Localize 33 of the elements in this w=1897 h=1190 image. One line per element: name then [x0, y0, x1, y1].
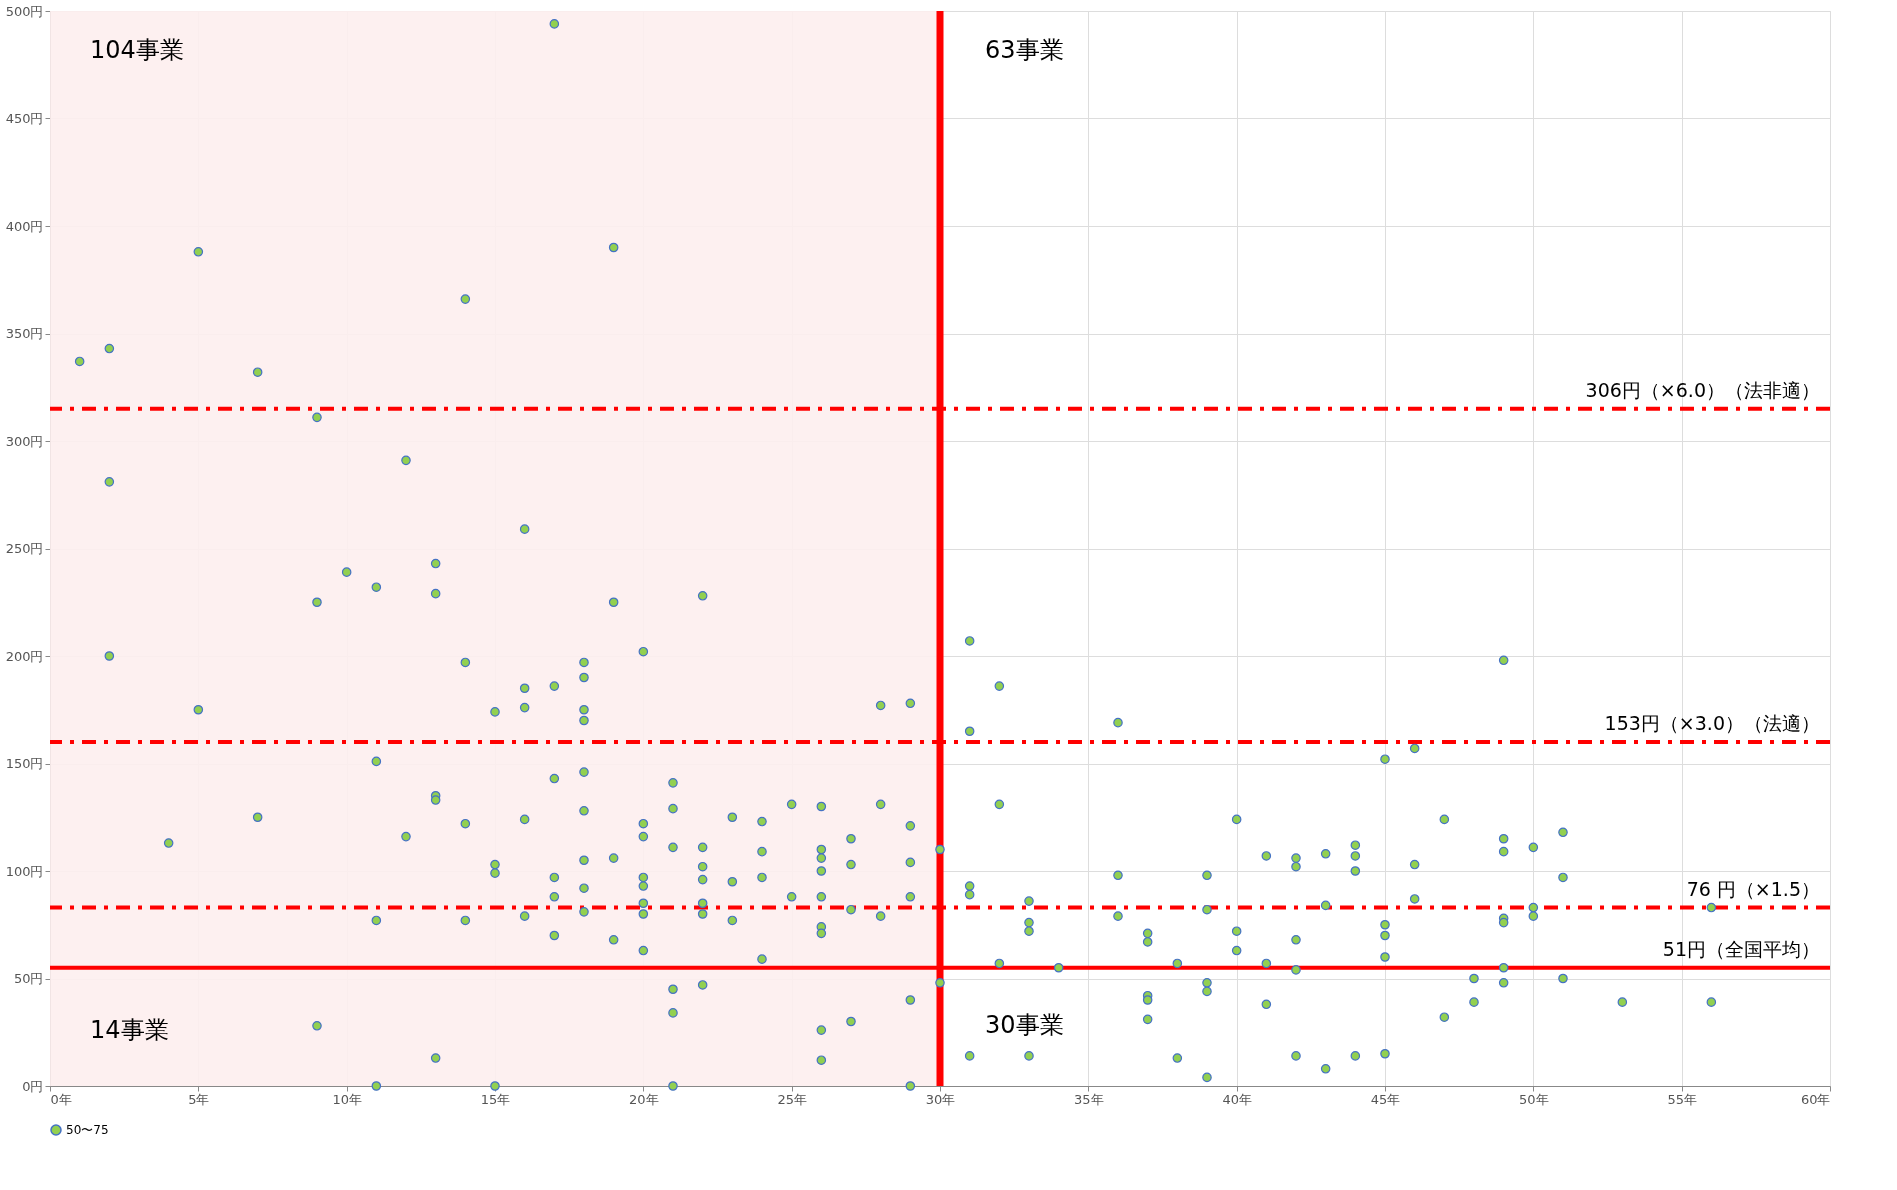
y-tick-label: 250円: [5, 541, 44, 556]
ref-line-label: 76 円（×1.5）: [1686, 877, 1820, 900]
annotation: 14事業: [90, 1016, 169, 1044]
x-tick-label: 20年: [629, 1091, 659, 1107]
annotation: 30事業: [985, 1011, 1064, 1039]
x-tick-label: 55年: [1667, 1091, 1697, 1107]
annotation: 63事業: [985, 36, 1064, 64]
x-tick-label: 0年: [50, 1091, 72, 1107]
ref-line-label: 153円（×3.0）（法適）: [1604, 712, 1820, 734]
ref-line-label: 306円（×6.0）（法非適）: [1585, 378, 1820, 401]
x-tick-label: 10年: [332, 1091, 362, 1107]
y-tick-label: 50円: [13, 971, 44, 986]
x-tick-label: 35年: [1074, 1091, 1104, 1107]
x-tick-label: 60年: [1800, 1091, 1831, 1107]
y-tick-label: 500円: [5, 3, 44, 19]
y-tick-label: 350円: [5, 326, 44, 341]
y-tick-label: 0円: [22, 1078, 44, 1094]
x-tick-label: 30年: [925, 1091, 956, 1107]
y-tick-label: 400円: [5, 218, 44, 234]
x-tick-label: 50年: [1519, 1091, 1549, 1107]
x-tick-label: 5年: [188, 1091, 210, 1107]
x-tick-label: 40年: [1222, 1091, 1252, 1107]
x-tick-label: 15年: [480, 1091, 511, 1107]
y-tick-label: 300円: [5, 433, 44, 449]
y-tick-label: 450円: [5, 111, 44, 126]
annotation: 104事業: [90, 36, 184, 64]
x-tick-label: 25年: [777, 1091, 807, 1107]
legend-label: 50〜75: [66, 1123, 109, 1137]
y-tick-label: 100円: [5, 863, 44, 879]
y-tick-label: 150円: [5, 756, 44, 771]
ref-line-label: 51円（全国平均）: [1662, 937, 1820, 960]
x-tick-label: 45年: [1370, 1091, 1401, 1107]
y-tick-label: 200円: [5, 648, 44, 664]
